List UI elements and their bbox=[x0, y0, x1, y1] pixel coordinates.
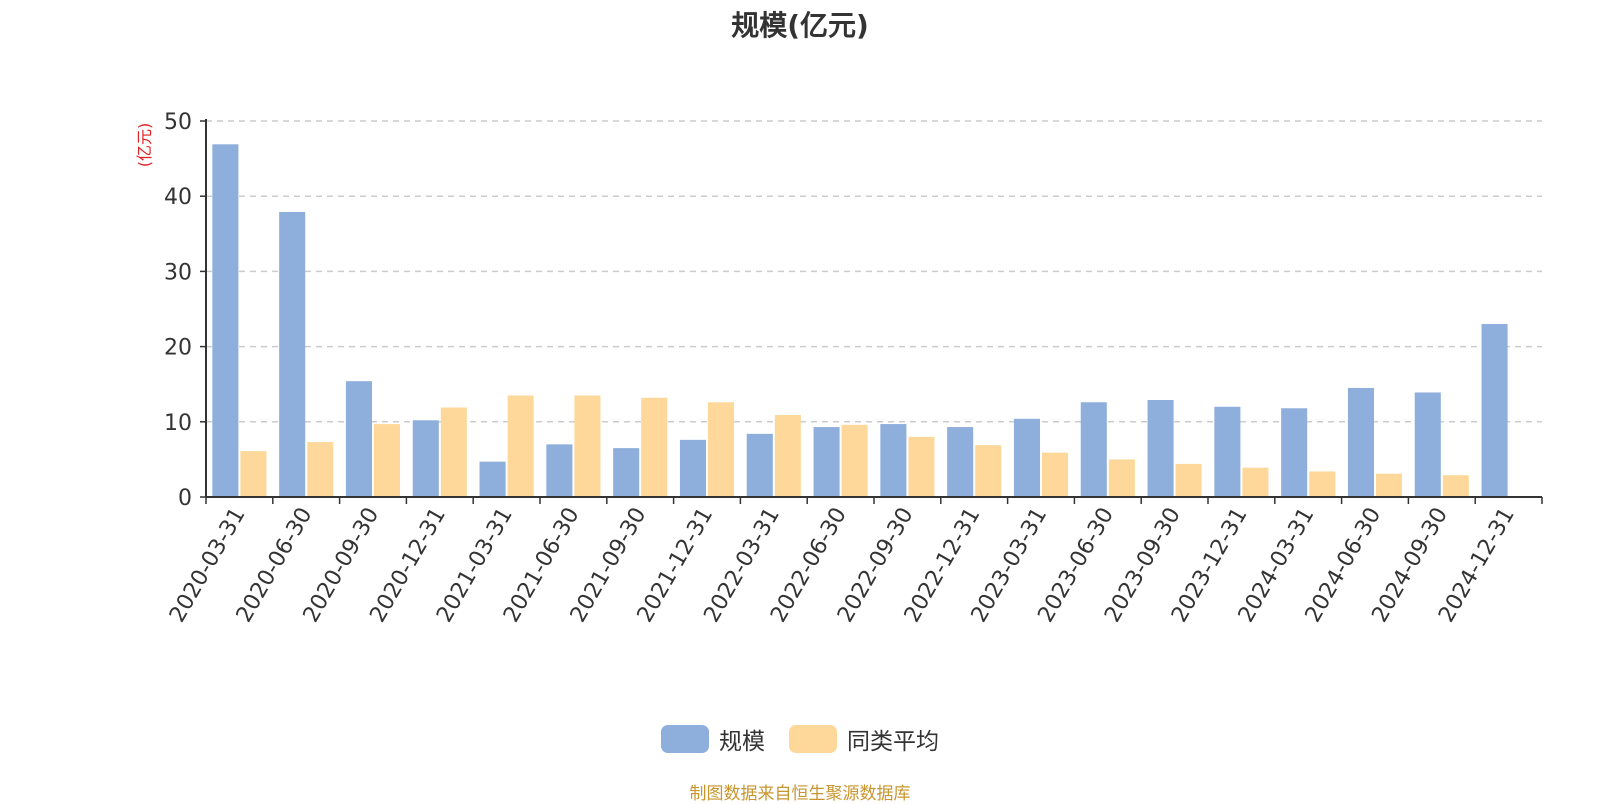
bar-peer-average-2021-09-30 bbox=[641, 397, 668, 497]
bar-scale-2021-12-31 bbox=[679, 439, 706, 497]
bar-peer-average-2024-03-31 bbox=[1309, 471, 1336, 497]
bar-peer-average-2023-06-30 bbox=[1108, 459, 1135, 497]
bar-scale-2023-12-31 bbox=[1214, 406, 1241, 497]
legend-item-scale[interactable]: 规模 bbox=[661, 722, 765, 756]
bar-peer-average-2022-12-31 bbox=[975, 445, 1002, 497]
bar-peer-average-2023-12-31 bbox=[1242, 467, 1269, 497]
bar-scale-2024-09-30 bbox=[1414, 392, 1441, 497]
bars-layer bbox=[212, 144, 1508, 497]
legend-label-scale: 规模 bbox=[719, 729, 765, 755]
y-tick-label-20: 20 bbox=[164, 336, 192, 361]
bar-peer-average-2024-09-30 bbox=[1442, 475, 1469, 497]
bar-scale-2022-03-31 bbox=[746, 433, 773, 497]
bar-peer-average-2021-12-31 bbox=[708, 402, 735, 497]
axis-layer: 01020304050(亿元)2020-03-312020-06-302020-… bbox=[135, 110, 1543, 627]
bar-scale-2023-06-30 bbox=[1080, 402, 1107, 497]
y-tick-label-10: 10 bbox=[164, 411, 192, 436]
legend-swatch-peer-average bbox=[789, 725, 837, 753]
bar-scale-2020-12-31 bbox=[412, 420, 439, 497]
y-tick-label-0: 0 bbox=[178, 486, 192, 511]
bar-scale-2024-12-31 bbox=[1481, 324, 1508, 497]
bar-peer-average-2023-09-30 bbox=[1175, 463, 1202, 497]
bar-peer-average-2020-06-30 bbox=[307, 442, 334, 497]
y-axis-unit-label: (亿元) bbox=[135, 123, 154, 168]
bar-scale-2021-03-31 bbox=[479, 461, 506, 497]
bar-scale-2020-06-30 bbox=[279, 211, 306, 497]
bar-scale-2022-09-30 bbox=[880, 424, 907, 497]
bar-peer-average-2022-06-30 bbox=[841, 424, 868, 497]
legend: 规模 同类平均 bbox=[0, 722, 1600, 756]
bar-scale-2023-03-31 bbox=[1013, 418, 1040, 497]
bar-scale-2021-09-30 bbox=[613, 448, 640, 497]
source-note: 制图数据来自恒生聚源数据库 bbox=[689, 784, 911, 804]
bar-scale-2021-06-30 bbox=[546, 444, 573, 497]
bar-peer-average-2021-03-31 bbox=[507, 395, 534, 497]
bar-scale-2024-03-31 bbox=[1281, 408, 1308, 497]
legend-label-peer-average: 同类平均 bbox=[847, 729, 939, 755]
bar-scale-2022-12-31 bbox=[947, 427, 974, 497]
bar-scale-2020-03-31 bbox=[212, 144, 239, 497]
bar-peer-average-2024-06-30 bbox=[1376, 473, 1403, 497]
bar-scale-2024-06-30 bbox=[1347, 387, 1374, 497]
bar-peer-average-2020-03-31 bbox=[240, 451, 267, 497]
legend-item-peer-average[interactable]: 同类平均 bbox=[789, 722, 939, 756]
bar-scale-2020-09-30 bbox=[345, 381, 372, 497]
chart-title: 规模(亿元) bbox=[731, 9, 869, 42]
y-tick-label-40: 40 bbox=[164, 185, 192, 210]
bar-peer-average-2020-09-30 bbox=[374, 424, 401, 497]
legend-swatch-scale bbox=[661, 725, 709, 753]
bar-peer-average-2023-03-31 bbox=[1042, 452, 1069, 497]
bar-peer-average-2022-09-30 bbox=[908, 436, 935, 497]
bar-peer-average-2021-06-30 bbox=[574, 395, 601, 497]
bar-scale-2023-09-30 bbox=[1147, 399, 1174, 497]
grid-layer bbox=[206, 120, 1542, 423]
bar-peer-average-2020-12-31 bbox=[440, 407, 467, 497]
bar-scale-2022-06-30 bbox=[813, 427, 840, 497]
y-tick-label-30: 30 bbox=[164, 260, 192, 285]
y-tick-label-50: 50 bbox=[164, 110, 192, 135]
bar-peer-average-2022-03-31 bbox=[774, 415, 801, 497]
